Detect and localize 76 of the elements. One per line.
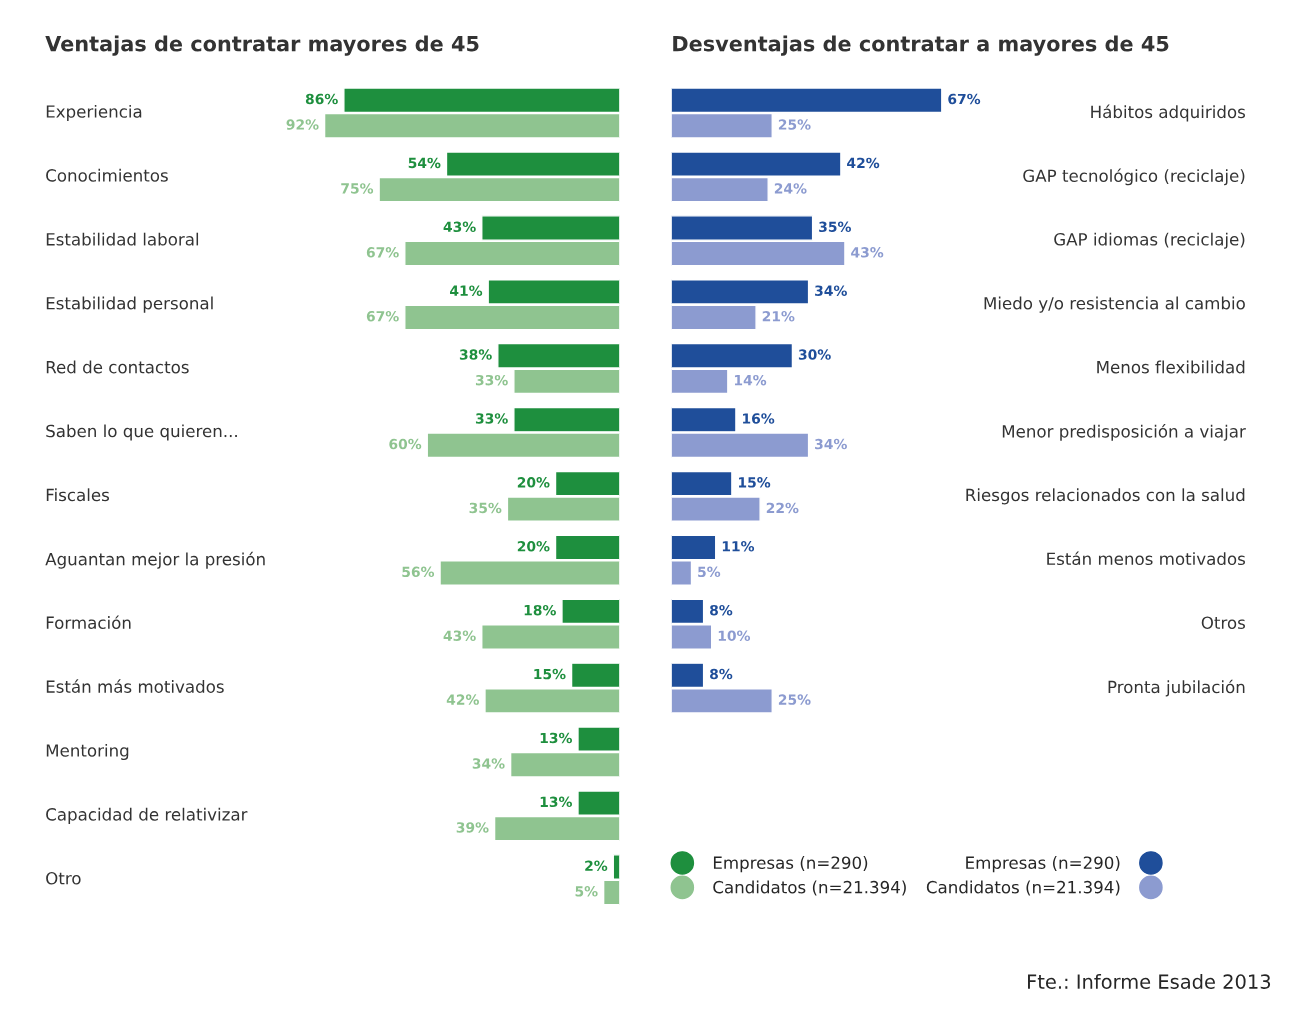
data-label: 42% [847, 157, 880, 169]
y-tick-label: Hábitos adquiridos [1091, 104, 1245, 122]
y-tick-label: GAP tecnológico (reciclaje) [1023, 168, 1245, 186]
data-label: 67% [366, 310, 399, 322]
y-tick-label: Riesgos relacionados con la salud [966, 488, 1245, 505]
data-label: 20% [517, 541, 550, 552]
data-label: 43% [443, 221, 476, 233]
y-tick-label: Miedo y/o resistencia al cambio [984, 296, 1245, 313]
y-tick-label: Conocimientos [46, 168, 168, 182]
y-tick-label: Otros [1201, 616, 1245, 629]
y-tick-label: Están menos motivados [1047, 551, 1245, 566]
legend-label: Candidatos (n=21.394) [713, 880, 906, 896]
y-tick-label: Saben lo que quieren... [46, 424, 237, 441]
y-tick-label: Menos flexibilidad [1097, 360, 1245, 374]
data-label: 35% [469, 502, 502, 514]
data-label: 10% [718, 630, 751, 641]
data-label: 25% [778, 119, 811, 130]
data-label: 34% [815, 438, 847, 450]
data-label: 56% [402, 566, 435, 578]
legend-label: Empresas (n=290) [966, 856, 1120, 873]
data-label: 13% [540, 796, 572, 808]
data-label: 16% [743, 413, 775, 424]
data-label: 41% [450, 285, 483, 296]
y-tick-label: Estabilidad personal [46, 296, 213, 313]
data-label: 15% [534, 668, 566, 680]
y-tick-label: Formación [46, 615, 131, 629]
data-label: 39% [456, 822, 489, 833]
y-tick-label: Aguantan mejor la presión [45, 551, 265, 569]
legend-label: Candidatos (n=21.394) [926, 880, 1120, 896]
data-label: 67% [948, 93, 981, 105]
data-label: 21% [762, 310, 795, 322]
data-label: 60% [389, 438, 422, 450]
data-label: 92% [286, 119, 319, 130]
data-label: 20% [517, 477, 550, 488]
data-label: 35% [819, 221, 851, 233]
data-label: 2% [585, 860, 608, 871]
y-tick-label: Están más motivados [46, 679, 224, 693]
y-tick-label: Experiencia [46, 104, 142, 122]
data-label: 30% [798, 349, 831, 360]
y-tick-label: Mentoring [46, 743, 129, 761]
chart-title: Desventajas de contratar a mayores de 45 [673, 35, 1169, 56]
data-label: 75% [341, 183, 374, 194]
y-tick-label: Capacidad de relativizar [46, 807, 248, 824]
data-label: 8% [710, 668, 733, 680]
legend-label: Empresas (n=290) [713, 856, 868, 873]
data-label: 54% [408, 157, 441, 169]
data-label: 33% [475, 413, 508, 424]
data-label: 13% [540, 732, 572, 744]
y-tick-label: GAP idiomas (reciclaje) [1054, 232, 1245, 249]
data-label: 11% [722, 541, 755, 552]
data-label: 34% [472, 758, 505, 769]
data-label: 43% [851, 247, 884, 258]
y-tick-label: Pronta jubilación [1108, 679, 1245, 697]
y-tick-label: Otro [46, 871, 81, 885]
chart-title: Ventajas de contratar mayores de 45 [45, 35, 479, 56]
text: Fte.: Informe Esade 2013 [1028, 973, 1271, 989]
data-label: 5% [575, 886, 598, 897]
data-label: 18% [524, 604, 556, 616]
data-label: 22% [766, 502, 799, 514]
data-label: 43% [443, 630, 476, 641]
data-label: 34% [815, 285, 847, 296]
data-label: 42% [446, 694, 479, 705]
y-tick-label: Fiscales [46, 488, 110, 502]
data-label: 8% [710, 604, 733, 616]
data-label: 14% [734, 374, 767, 386]
data-label: 5% [698, 566, 721, 578]
y-tick-label: Red de contactos [46, 360, 189, 374]
data-label: 33% [475, 374, 508, 386]
data-label: 15% [739, 477, 771, 488]
y-tick-label: Estabilidad laboral [46, 232, 199, 246]
y-tick-label: Menor predisposición a viajar [1002, 424, 1246, 441]
data-label: 38% [459, 349, 492, 360]
data-label: 24% [774, 183, 807, 194]
data-label: 86% [305, 93, 338, 105]
data-label: 25% [778, 694, 811, 705]
data-label: 67% [366, 247, 399, 258]
